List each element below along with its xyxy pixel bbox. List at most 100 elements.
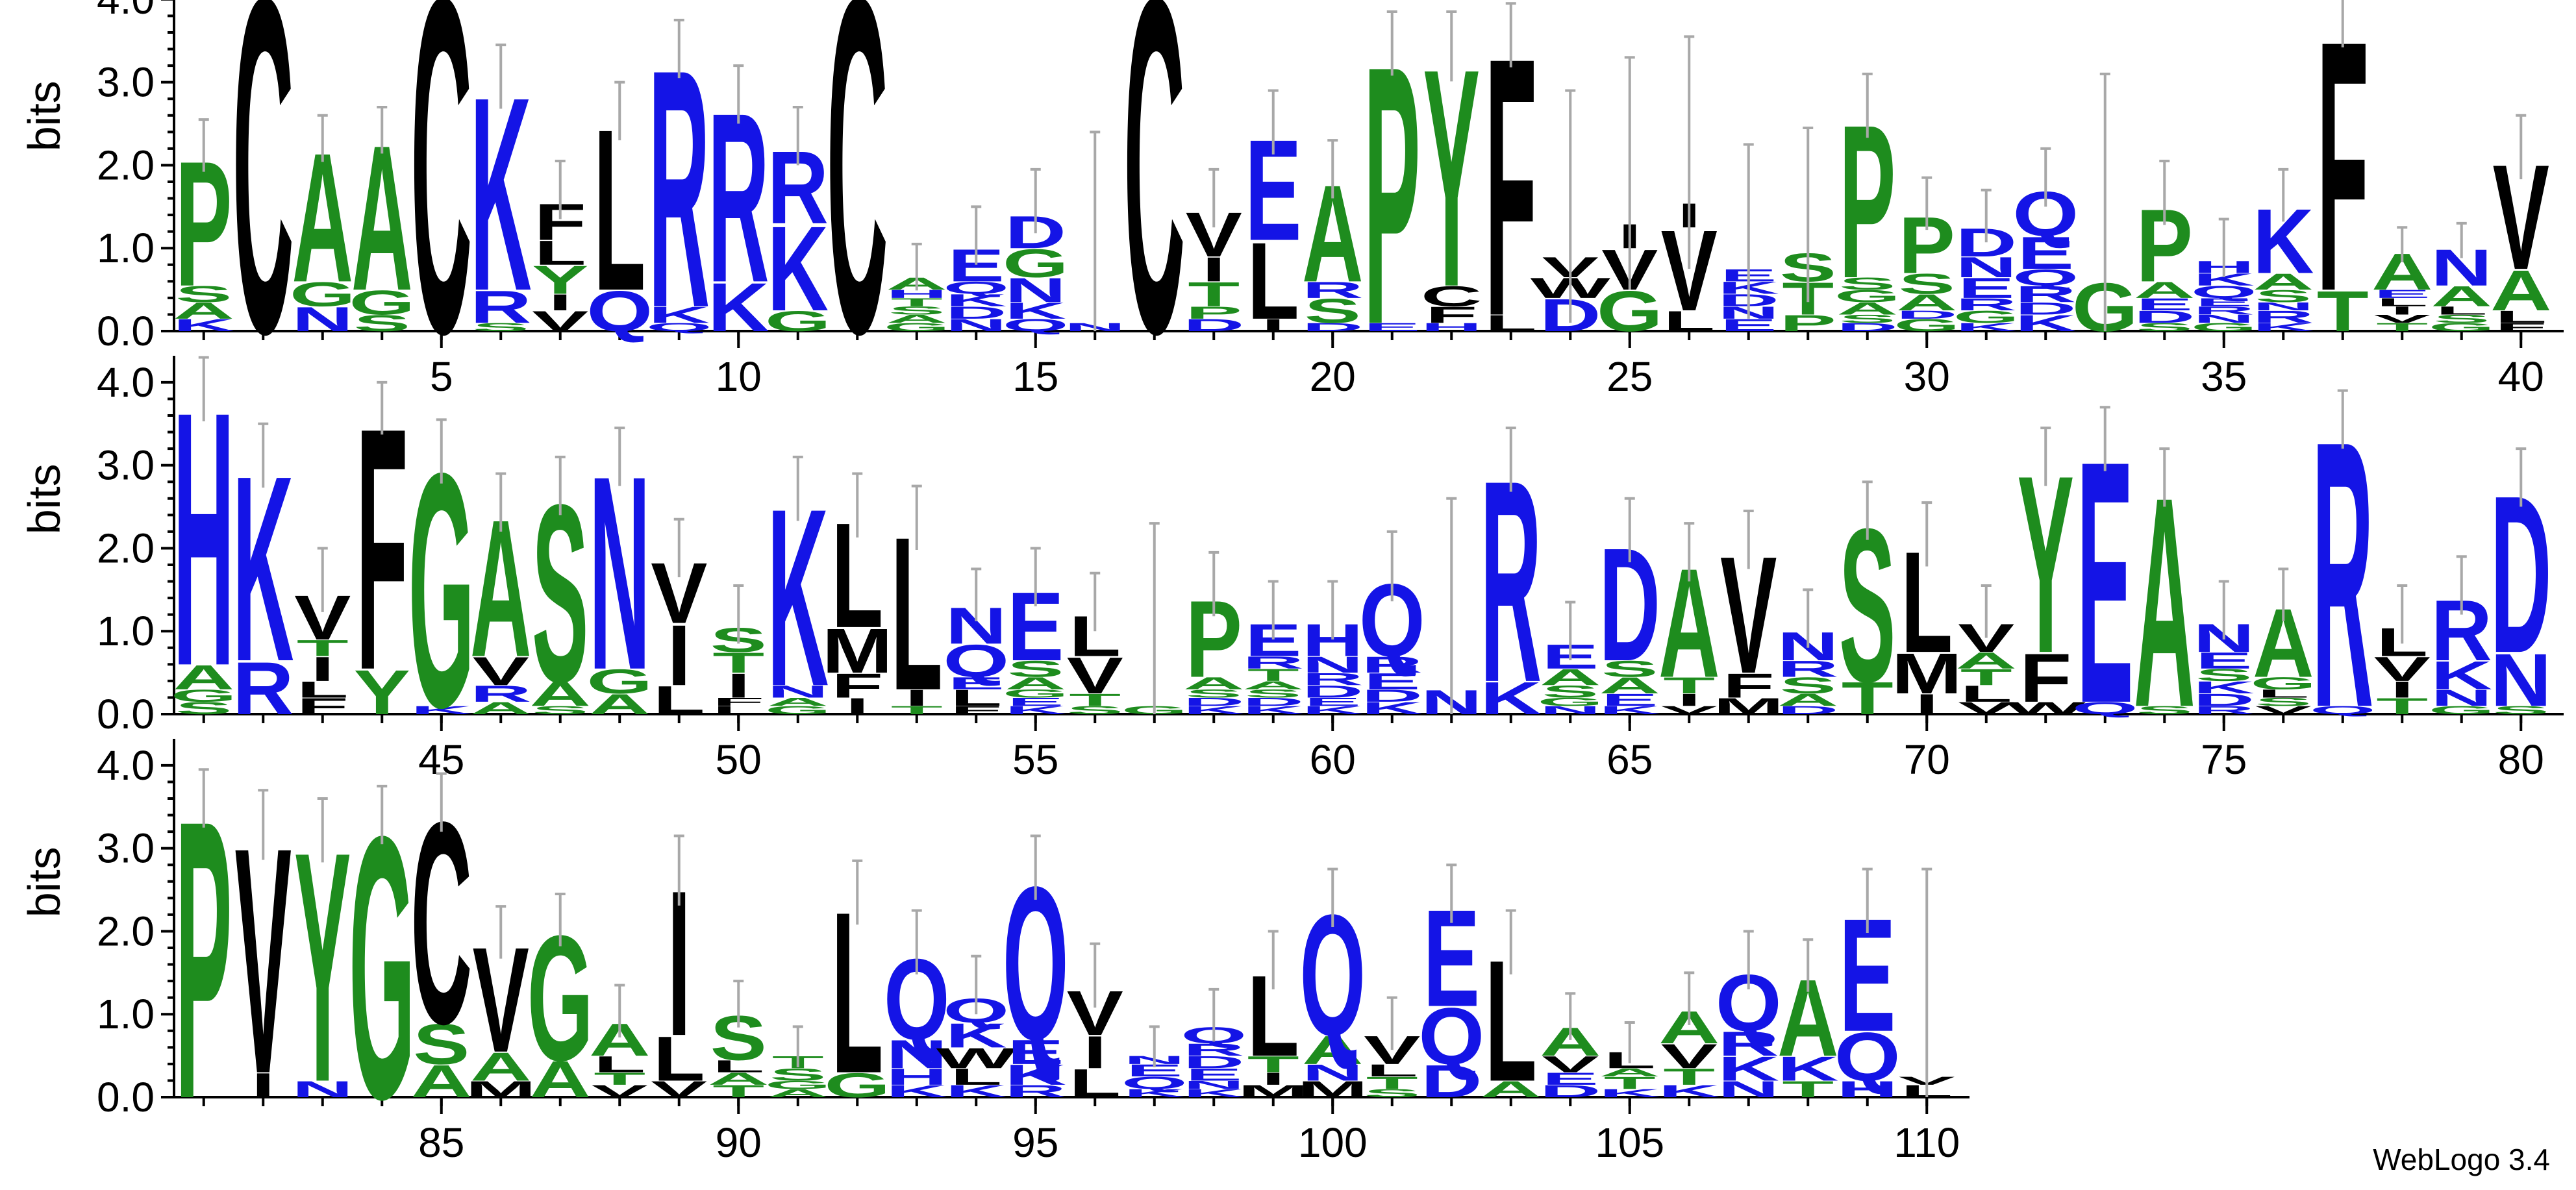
y-axis-label: bits <box>19 464 69 534</box>
residue-glyph: H <box>1837 1076 1898 1102</box>
residue-glyph: K <box>1183 1087 1244 1100</box>
residue-glyph: S <box>888 304 945 317</box>
residue-glyph: N <box>1956 251 2017 284</box>
residue-glyph: T <box>1604 1073 1656 1093</box>
y-tick-label: 3.0 <box>97 442 155 489</box>
logo-column-21: EP <box>1364 0 1420 402</box>
residue-glyph: G <box>290 275 356 314</box>
residue-glyph: V <box>1542 1052 1599 1078</box>
residue-glyph: D <box>1896 308 1957 321</box>
residue-glyph: K <box>1362 699 1423 718</box>
residue-glyph: D <box>945 303 1007 323</box>
residue-glyph: W <box>2006 699 2086 718</box>
y-tick-label: 3.0 <box>97 59 155 106</box>
residue-glyph: T <box>1842 673 1894 725</box>
logo-column-63: KR <box>1481 421 1542 743</box>
residue-glyph: I <box>1262 1069 1285 1089</box>
residue-glyph: F <box>2495 321 2547 334</box>
residue-glyph: A <box>768 1087 829 1100</box>
residue-glyph: K <box>2015 310 2076 336</box>
residue-glyph: T <box>1188 275 1240 314</box>
residue-glyph: R <box>2015 281 2076 307</box>
residue-glyph: I <box>668 607 691 703</box>
y-tick-label: 1.0 <box>97 225 155 271</box>
residue-glyph: A <box>1599 673 1660 699</box>
logo-column-37: TF <box>2317 0 2369 366</box>
x-tick-label: 60 <box>1310 736 1356 783</box>
residue-glyph: E <box>1364 321 1420 334</box>
residue-glyph: S <box>2433 312 2490 325</box>
residue-glyph: S <box>2255 286 2312 306</box>
x-tick-label: 90 <box>716 1119 762 1166</box>
residue-glyph: V <box>1661 1037 1718 1076</box>
x-tick-label: 95 <box>1012 1119 1058 1166</box>
residue-glyph: D <box>2134 307 2195 327</box>
residue-glyph: T <box>891 704 943 717</box>
residue-glyph: A <box>530 1050 591 1108</box>
residue-glyph: S <box>1899 267 1955 300</box>
residue-glyph: L <box>653 678 705 723</box>
residue-glyph: S <box>1067 704 1123 717</box>
residue-glyph: D <box>1302 321 1363 334</box>
y-tick-label: 1.0 <box>97 991 155 1037</box>
residue-glyph: C <box>1124 0 1185 433</box>
logo-column-11: GKR <box>765 106 831 338</box>
residue-glyph: M <box>1297 1076 1368 1102</box>
residue-glyph: S <box>769 1065 826 1084</box>
residue-glyph: I <box>905 685 929 711</box>
residue-glyph: A <box>530 675 591 713</box>
logo-column-27: ENDKE <box>1718 143 1779 335</box>
residue-glyph: V <box>2374 312 2431 325</box>
residue-glyph: G <box>884 321 950 334</box>
residue-glyph: N <box>1302 1060 1363 1086</box>
logo-column-69: TS <box>1839 480 1895 728</box>
logo-column-25: GVI <box>1597 56 1663 343</box>
residue-glyph: Q <box>646 321 712 334</box>
residue-glyph: T <box>1069 690 1121 710</box>
x-tick-label: 55 <box>1012 736 1058 783</box>
residue-glyph: T <box>297 636 349 662</box>
logo-column-74: SA <box>2134 434 2195 769</box>
x-tick-label: 25 <box>1607 353 1653 400</box>
residue-glyph: I <box>311 650 334 688</box>
logo-column-47: SAS <box>530 451 591 735</box>
logo-column-62: N <box>1421 497 1482 722</box>
residue-glyph: S <box>1007 656 1064 682</box>
residue-glyph: Q <box>1003 316 1069 335</box>
residue-glyph: L <box>2257 687 2309 700</box>
residue-glyph: T <box>1247 665 1299 685</box>
residue-glyph: M <box>1238 1082 1308 1101</box>
x-tick-label: 40 <box>2498 353 2544 400</box>
residue-glyph: T <box>712 1082 764 1101</box>
residue-glyph: A <box>2490 258 2551 323</box>
residue-glyph: C <box>1421 280 1482 313</box>
logo-row-1: 0.01.02.03.04.0bitsKASPCNGASGA5CSRKVIYLF… <box>19 0 2564 433</box>
logo-column-28: PTS <box>1780 126 1836 336</box>
residue-glyph: L <box>712 704 764 717</box>
residue-glyph: K <box>1599 704 1660 717</box>
residue-glyph: A <box>411 1056 472 1108</box>
residue-glyph: K <box>1658 1082 1719 1101</box>
residue-glyph: Q <box>2191 282 2257 302</box>
residue-glyph: S <box>1601 656 1658 682</box>
residue-glyph: S <box>2255 695 2312 708</box>
residue-glyph: I <box>1083 1027 1107 1078</box>
residue-glyph: C <box>411 0 472 433</box>
residue-glyph: A <box>470 1044 531 1089</box>
x-tick-label: 85 <box>418 1119 464 1166</box>
residue-glyph: K <box>1599 1087 1660 1100</box>
residue-glyph: G <box>1003 687 1069 700</box>
logo-column-72: WFY <box>2006 422 2086 718</box>
